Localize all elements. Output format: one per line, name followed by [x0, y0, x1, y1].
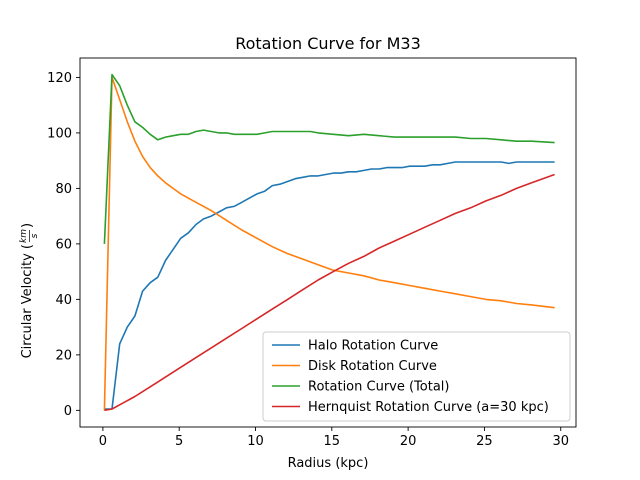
series-line-1	[104, 161, 555, 410]
series-line-2	[103, 76, 555, 411]
y-tick-label: 100	[47, 126, 72, 141]
y-tick-label: 60	[55, 237, 72, 252]
x-tick-label: 5	[175, 434, 183, 449]
series-layer	[103, 73, 555, 412]
x-tick-label: 20	[400, 434, 417, 449]
series-line-3	[103, 73, 555, 244]
x-tick-label: 0	[99, 434, 107, 449]
y-tick-label: 40	[55, 293, 72, 308]
y-tick-label: 80	[55, 182, 72, 197]
y-tick-label: 0	[64, 404, 72, 419]
legend-label-1: Halo Rotation Curve	[308, 339, 438, 354]
x-tick-label: 30	[552, 434, 569, 449]
legend-label-4: Hernquist Rotation Curve (a=30 kpc)	[308, 400, 549, 415]
legend-box	[262, 331, 571, 422]
legend-label-3: Rotation Curve (Total)	[308, 380, 450, 395]
y-axis: 0 20 40 60 80 100 120	[47, 71, 80, 419]
chart-title: Rotation Curve for M33	[235, 34, 421, 53]
series-line-4	[104, 173, 555, 412]
x-axis: 0 5 10 15 20 25 30	[99, 427, 569, 449]
y-axis-label-suffix: )	[20, 223, 35, 228]
y-axis-label-unit-den: s	[30, 233, 40, 238]
x-tick-label: 10	[247, 434, 264, 449]
y-tick-label: 20	[55, 348, 72, 363]
x-tick-label: 25	[476, 434, 493, 449]
y-axis-label: Circular Velocity ( km s )	[19, 223, 40, 358]
x-axis-label: Radius (kpc)	[288, 456, 369, 471]
x-tick-label: 15	[324, 434, 341, 449]
y-axis-label-unit-num: km	[19, 229, 29, 243]
y-tick-label: 120	[47, 71, 72, 86]
legend-label-2: Disk Rotation Curve	[308, 359, 437, 374]
plot-frame	[79, 57, 577, 428]
legend: Halo Rotation Curve Disk Rotation Curve Ro…	[262, 331, 571, 422]
y-axis-label-prefix: Circular Velocity (	[20, 244, 35, 358]
